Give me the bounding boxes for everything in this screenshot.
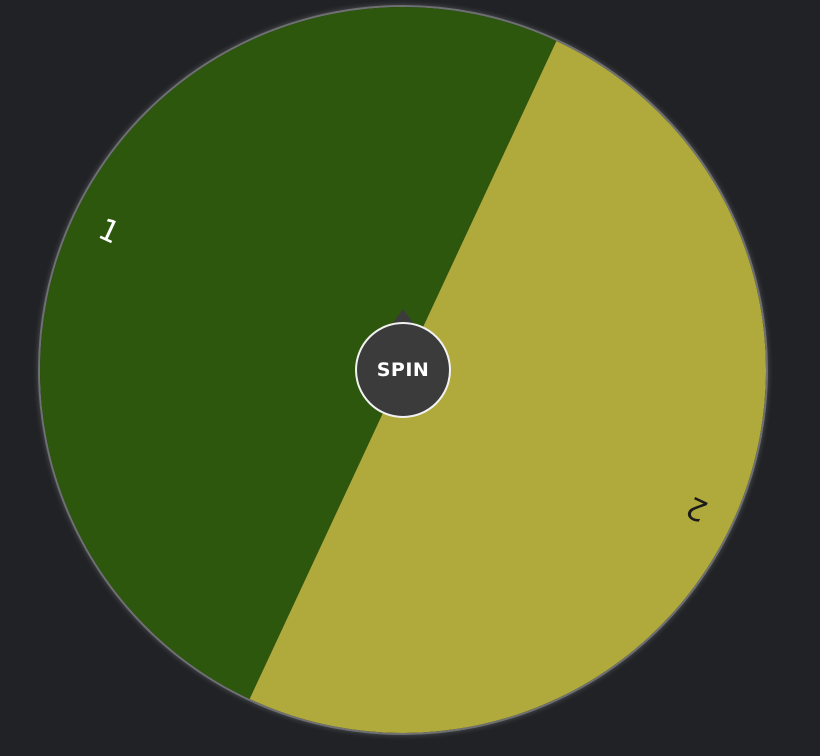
wheel-segment-2 — [249, 41, 766, 733]
spin-button[interactable]: SPIN — [355, 322, 451, 418]
spin-button-label: SPIN — [376, 359, 430, 381]
wheel-segment-1 — [40, 7, 557, 699]
wheel-segments: 12 — [40, 7, 766, 733]
pointer-icon — [392, 309, 414, 324]
